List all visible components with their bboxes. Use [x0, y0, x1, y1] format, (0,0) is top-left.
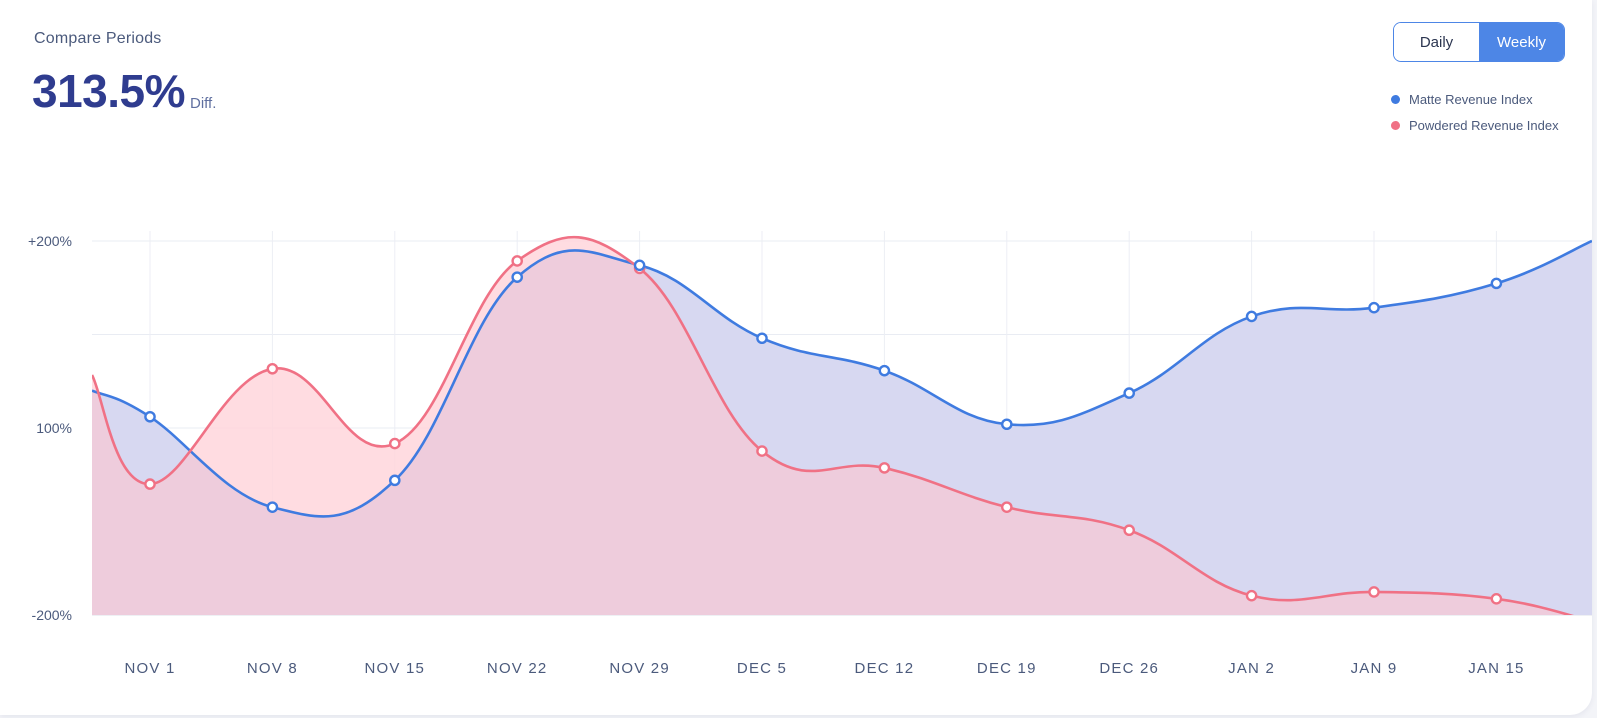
powdered-area — [92, 237, 1592, 615]
x-tick-label: NOV 29 — [609, 660, 670, 677]
chart-legend: Matte Revenue Index Powdered Revenue Ind… — [1391, 86, 1559, 138]
matte-legend-dot-icon — [1391, 94, 1400, 104]
powdered-point[interactable] — [878, 462, 891, 474]
daily-toggle-button[interactable]: Daily — [1394, 23, 1479, 61]
powdered-point[interactable] — [756, 445, 768, 457]
x-tick-label: DEC 26 — [1099, 660, 1159, 677]
powdered-legend-dot-icon — [1391, 120, 1400, 130]
matte-point[interactable] — [266, 501, 279, 513]
powdered-point[interactable] — [144, 478, 156, 490]
x-tick-label: NOV 8 — [247, 660, 298, 677]
powdered-point[interactable] — [1245, 589, 1258, 602]
legend-label-powdered: Powdered Revenue Index — [1409, 117, 1559, 133]
weekly-toggle-button[interactable]: Weekly — [1479, 23, 1564, 61]
card-title: Compare Periods — [34, 30, 162, 47]
x-tick-label: DEC 19 — [977, 660, 1037, 677]
y-axis-ticks: +200% 100% -200% — [28, 233, 72, 623]
y-tick-label: -200% — [32, 607, 72, 623]
matte-point[interactable] — [1490, 277, 1503, 290]
powdered-point[interactable] — [388, 437, 401, 450]
x-tick-label: NOV 1 — [124, 660, 175, 677]
matte-line — [92, 239, 1592, 518]
matte-point[interactable] — [633, 259, 646, 272]
powdered-point[interactable] — [1001, 501, 1013, 513]
series-points — [144, 255, 1503, 605]
x-tick-label: NOV 22 — [487, 660, 548, 677]
legend-label-matte: Matte Revenue Index — [1409, 91, 1533, 107]
matte-point[interactable] — [1001, 418, 1013, 431]
x-tick-label: DEC 5 — [737, 660, 787, 677]
matte-point[interactable] — [511, 271, 524, 283]
matte-point[interactable] — [1368, 301, 1380, 314]
powdered-point[interactable] — [1368, 586, 1380, 598]
diff-value: 313.5% — [32, 65, 186, 117]
powdered-point[interactable] — [1123, 524, 1135, 537]
x-tick-label: JAN 15 — [1468, 660, 1524, 677]
x-tick-label: DEC 12 — [855, 660, 915, 677]
legend-item-powdered: Powdered Revenue Index — [1391, 112, 1559, 138]
y-tick-label: 100% — [36, 420, 72, 436]
matte-point[interactable] — [756, 332, 768, 345]
x-tick-label: JAN 2 — [1228, 660, 1275, 677]
y-tick-label: +200% — [28, 233, 72, 249]
matte-point[interactable] — [1123, 387, 1135, 399]
diff-label: Diff. — [190, 95, 217, 112]
x-tick-label: JAN 9 — [1351, 660, 1398, 677]
legend-item-matte: Matte Revenue Index — [1391, 86, 1559, 112]
x-axis-ticks: NOV 1 NOV 8 NOV 15 NOV 22 NOV 29 DEC 5 DEC 12 D… — [124, 660, 1524, 677]
powdered-point[interactable] — [511, 255, 524, 267]
matte-point[interactable] — [878, 364, 891, 377]
period-toggle[interactable]: Daily Weekly — [1393, 22, 1565, 62]
series-areas — [92, 237, 1592, 615]
powdered-point[interactable] — [266, 362, 279, 375]
matte-point[interactable] — [388, 474, 401, 487]
powdered-point[interactable] — [1490, 592, 1503, 605]
matte-point[interactable] — [144, 410, 156, 423]
x-tick-label: NOV 15 — [365, 660, 426, 677]
matte-point[interactable] — [1245, 310, 1258, 323]
